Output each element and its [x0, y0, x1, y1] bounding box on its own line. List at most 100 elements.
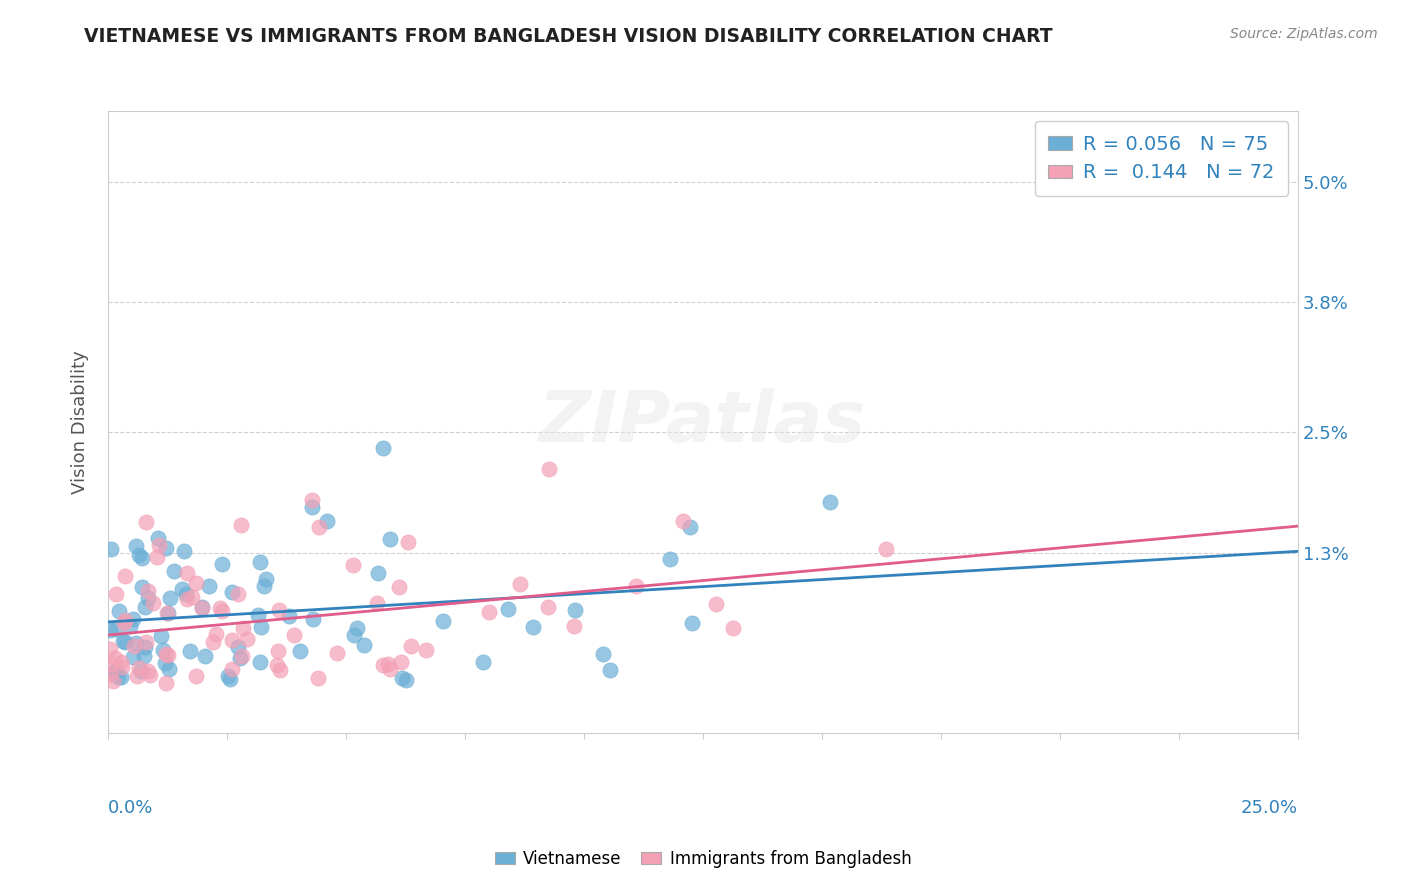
Point — [108, 604, 131, 618]
Point — [326, 646, 349, 660]
Point — [367, 566, 389, 580]
Text: 0.0%: 0.0% — [108, 798, 153, 817]
Point — [114, 613, 136, 627]
Point — [194, 649, 217, 664]
Point — [472, 655, 495, 669]
Point — [537, 599, 560, 614]
Point — [114, 634, 136, 648]
Point — [110, 670, 132, 684]
Point — [236, 632, 259, 646]
Point — [342, 558, 364, 572]
Point — [371, 658, 394, 673]
Point — [136, 583, 159, 598]
Point — [253, 579, 276, 593]
Point — [231, 648, 253, 663]
Point — [704, 597, 727, 611]
Point — [283, 628, 305, 642]
Point — [162, 564, 184, 578]
Point — [415, 643, 437, 657]
Point — [208, 600, 231, 615]
Point — [389, 656, 412, 670]
Point — [98, 642, 121, 657]
Text: VIETNAMESE VS IMMIGRANTS FROM BANGLADESH VISION DISABILITY CORRELATION CHART: VIETNAMESE VS IMMIGRANTS FROM BANGLADESH… — [84, 27, 1053, 45]
Point — [399, 639, 422, 653]
Point — [267, 643, 290, 657]
Point — [125, 636, 148, 650]
Point — [125, 539, 148, 553]
Text: ZIPatlas: ZIPatlas — [540, 388, 866, 457]
Point — [114, 568, 136, 582]
Point — [232, 621, 254, 635]
Point — [432, 614, 454, 628]
Point — [111, 660, 134, 674]
Point — [184, 576, 207, 591]
Point — [226, 587, 249, 601]
Point — [107, 670, 129, 684]
Point — [104, 587, 127, 601]
Point — [301, 500, 323, 514]
Point — [112, 634, 135, 648]
Point — [221, 632, 243, 647]
Point — [201, 635, 224, 649]
Point — [149, 629, 172, 643]
Point — [211, 604, 233, 618]
Point — [134, 649, 156, 664]
Point — [157, 648, 180, 663]
Point — [396, 535, 419, 549]
Point — [128, 660, 150, 674]
Point — [148, 538, 170, 552]
Point — [522, 620, 544, 634]
Point — [875, 542, 897, 557]
Point — [104, 665, 127, 679]
Point — [136, 591, 159, 605]
Point — [658, 552, 681, 566]
Point — [198, 579, 221, 593]
Point — [122, 639, 145, 653]
Point — [155, 676, 177, 690]
Point — [217, 669, 239, 683]
Legend: Vietnamese, Immigrants from Bangladesh: Vietnamese, Immigrants from Bangladesh — [488, 844, 918, 875]
Point — [134, 599, 156, 614]
Point — [353, 638, 375, 652]
Point — [301, 493, 323, 508]
Point — [186, 669, 208, 683]
Point — [104, 651, 127, 665]
Point — [98, 667, 121, 681]
Point — [681, 615, 703, 630]
Point — [122, 611, 145, 625]
Point — [142, 596, 165, 610]
Point — [100, 657, 122, 672]
Point — [818, 495, 841, 509]
Point — [205, 627, 228, 641]
Point — [170, 582, 193, 596]
Point — [138, 668, 160, 682]
Point — [191, 601, 214, 615]
Point — [155, 541, 177, 556]
Text: Source: ZipAtlas.com: Source: ZipAtlas.com — [1230, 27, 1378, 41]
Point — [391, 671, 413, 685]
Point — [366, 596, 388, 610]
Point — [346, 621, 368, 635]
Point — [250, 620, 273, 634]
Point — [98, 623, 121, 637]
Point — [378, 662, 401, 676]
Point — [478, 605, 501, 619]
Point — [180, 591, 202, 605]
Point — [267, 603, 290, 617]
Point — [254, 572, 277, 586]
Point — [100, 542, 122, 557]
Point — [221, 662, 243, 676]
Point — [537, 462, 560, 476]
Point — [377, 657, 399, 671]
Point — [155, 647, 177, 661]
Point — [219, 673, 242, 687]
Point — [125, 669, 148, 683]
Point — [496, 601, 519, 615]
Point — [146, 532, 169, 546]
Point — [155, 656, 177, 670]
Point — [229, 517, 252, 532]
Point — [679, 520, 702, 534]
Point — [592, 647, 614, 661]
Point — [388, 580, 411, 594]
Point — [288, 644, 311, 658]
